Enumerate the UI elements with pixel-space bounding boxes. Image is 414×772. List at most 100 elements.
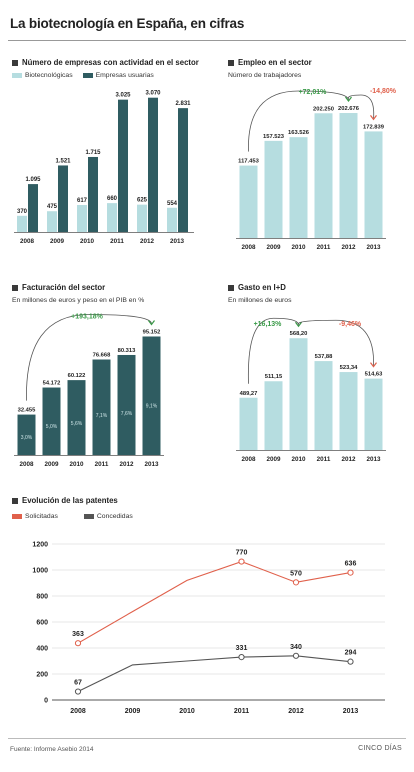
x-tick-label: 2013 [343,708,359,715]
x-tick-label: 2013 [144,461,159,468]
data-label-patents: 331 [236,645,248,652]
square-bullet-icon [228,59,234,66]
bar-employment-2008 [239,165,258,238]
legend-swatch-dark [82,73,93,78]
x-tick-label: 2008 [20,238,35,245]
employment-panel-title: Empleo en el sector [228,58,408,67]
revenue-growth-label: +193,18% [71,313,103,320]
y-tick-label: 1200 [32,542,48,549]
data-point [347,658,354,665]
x-tick-label: 2012 [288,708,304,715]
rnd-drop-arrow-icon [370,362,377,368]
legend-item-biotech: Biotecnológicas [12,72,73,79]
revenue-title-text: Facturación del sector [22,283,106,292]
series-line-requested [77,560,351,644]
bar-companies-users-2009 [58,165,68,232]
bar-rnd-2011 [314,361,333,450]
companies-title-text: Número de empresas con actividad en el s… [22,58,199,67]
pib-share-label: 5,0% [46,424,58,430]
data-label-companies: 2.831 [175,101,191,107]
data-label-companies: 617 [77,198,88,204]
data-label-employment: 117.453 [238,159,259,165]
x-tick-label: 2012 [341,244,356,251]
revenue-panel: Facturación del sector En millones de eu… [12,283,212,304]
bar-revenue-2011 [92,359,111,455]
legend-swatch-light [12,73,22,78]
data-point [292,579,300,586]
x-tick-label: 2010 [69,461,84,468]
square-bullet-icon [12,497,18,504]
bar-employment-2010 [289,137,308,238]
x-tick-label: 2009 [266,244,281,251]
square-bullet-icon [12,59,18,66]
bar-companies-biotech-2010 [77,205,87,232]
x-tick-label: 2012 [119,461,134,468]
data-label-companies: 370 [17,209,28,215]
x-tick-label: 2010 [179,708,195,715]
bar-companies-users-2013 [178,108,188,232]
x-tick-label: 2008 [19,461,34,468]
employment-growth-arc [248,90,349,152]
rnd-growth-arrow-icon [295,321,302,328]
bar-rnd-2012 [339,372,358,450]
bar-companies-users-2011 [118,99,128,232]
legend-label-users: Empresas usuarias [95,72,154,79]
legend-item-users: Empresas usuarias [82,72,154,79]
employment-growth-arrow-icon [345,96,352,103]
data-label-patents: 67 [74,680,82,687]
x-tick-label: 2012 [341,456,356,463]
data-label-companies: 1.095 [25,177,41,183]
bar-companies-users-2008 [28,184,38,232]
patents-panel: Evolución de las patentes Solicitadas Co… [12,496,392,520]
rnd-drop-arc [298,319,374,367]
footer-divider [8,738,406,739]
data-label-employment: 163.526 [288,130,310,136]
data-label-companies: 475 [47,204,58,210]
x-tick-label: 2008 [70,708,86,715]
data-label-companies: 1.521 [55,158,71,164]
data-label-companies: 3.070 [145,91,161,97]
data-point [238,558,245,565]
bar-companies-users-2010 [88,156,98,232]
companies-panel-title: Número de empresas con actividad en el s… [12,58,207,67]
brand-logo: CINCO DÍAS [358,745,402,752]
x-tick-label: 2011 [317,456,331,463]
y-tick-label: 1000 [32,568,48,575]
x-tick-label: 2013 [366,244,381,251]
companies-legend: Biotecnológicas Empresas usuarias [12,72,207,79]
x-tick-label: 2009 [125,708,141,715]
data-label-revenue: 80.313 [118,348,137,354]
data-label-revenue: 32.455 [18,408,37,414]
patents-title-text: Evolución de las patentes [22,496,118,505]
source-note: Fuente: Informe Asebio 2014 [10,746,94,753]
bar-companies-biotech-2011 [107,203,117,232]
y-tick-label: 0 [44,698,48,705]
employment-title-text: Empleo en el sector [238,58,312,67]
bar-rnd-2008 [239,397,258,450]
pib-share-label: 7,6% [121,411,133,417]
data-point [292,652,300,659]
employment-subtitle: Número de trabajadores [228,72,302,79]
y-tick-label: 400 [36,646,48,653]
pib-share-label: 9,1% [146,404,158,410]
x-tick-label: 2008 [241,244,256,251]
rnd-growth-arc [247,317,299,384]
data-label-employment: 202.676 [338,106,360,112]
data-label-revenue: 60.122 [68,373,86,379]
data-label-revenue: 54.172 [43,381,61,387]
x-tick-label: 2010 [80,238,95,245]
data-label-companies: 3.025 [115,93,131,99]
data-point [347,569,354,576]
data-label-companies: 554 [167,201,178,207]
data-label-revenue: 76.668 [93,353,112,359]
series-line-granted [77,655,351,693]
x-tick-label: 2012 [140,238,155,245]
square-bullet-icon [12,284,18,291]
data-label-rnd: 511,15 [265,374,283,380]
patents-legend: Solicitadas Concedidas [12,513,392,520]
data-label-rnd: 537,88 [315,354,334,360]
x-tick-label: 2009 [44,461,59,468]
bar-revenue-2013 [142,336,161,455]
data-label-patents: 770 [236,550,248,557]
